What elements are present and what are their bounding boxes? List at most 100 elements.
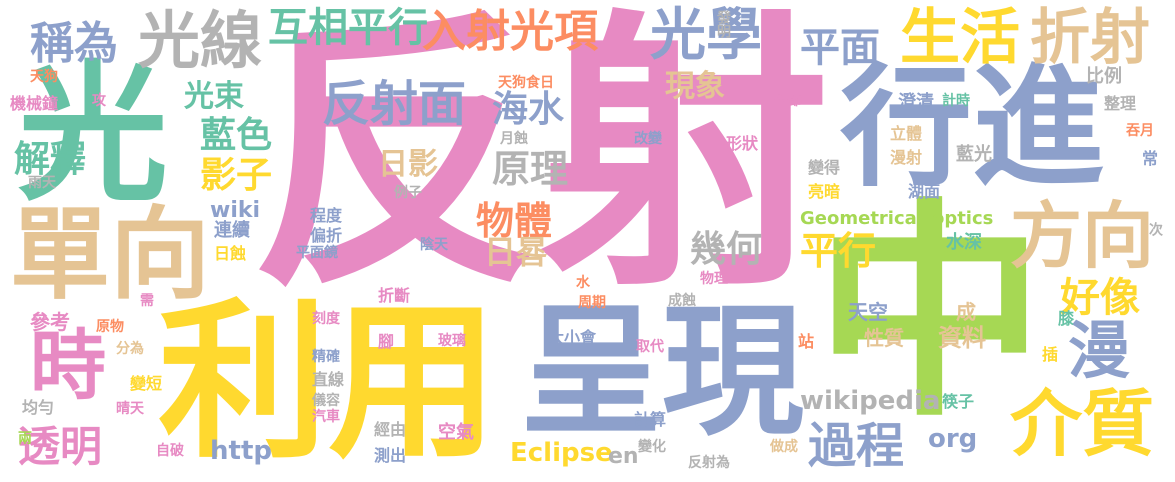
word-xi: 膝 xyxy=(1055,310,1074,326)
word-wuli: 物理 xyxy=(700,271,728,287)
word-chengdu: 程度 xyxy=(310,206,343,225)
word-tiangoushiri: 天狗食日 xyxy=(498,75,554,91)
word-qudai: 取代 xyxy=(636,339,664,355)
word-jingque: 精確 xyxy=(312,349,340,365)
word-tiankong: 天空 xyxy=(848,300,888,324)
word-languang: 藍光 xyxy=(956,144,992,165)
word-org: org xyxy=(928,424,978,454)
word-humian: 湖面 xyxy=(908,182,941,201)
word-pianzhe: 偏折 xyxy=(310,226,343,245)
word-cha: 插 xyxy=(1039,346,1058,362)
word-http: http xyxy=(210,436,272,466)
word-guangshu: 光束 xyxy=(184,79,244,114)
word-lianxu: 連續 xyxy=(214,220,250,241)
word-ci: 次 xyxy=(1147,222,1163,236)
word-zheshe: 折射 xyxy=(1030,3,1150,73)
word-yintian: 陰天 xyxy=(420,237,448,253)
word-jisuan: 計算 xyxy=(634,410,667,429)
word-rusheguangxiang: 入射光項 xyxy=(422,6,598,57)
word-chengxian: 呈現 xyxy=(520,290,804,455)
word-zhouqi: 周期 xyxy=(578,295,606,311)
word-jihe: 幾何 xyxy=(690,229,763,270)
word-chengshi: 成蝕 xyxy=(668,293,696,309)
word-riying: 日影 xyxy=(378,147,438,182)
word-xingzhuang: 形狀 xyxy=(726,134,759,153)
word-ziliao: 資料 xyxy=(938,324,986,352)
word-guangxian: 光線 xyxy=(138,4,263,77)
word-zhixian: 直線 xyxy=(312,370,345,389)
word-liangan: 亮暗 xyxy=(808,182,841,201)
word-haoxiang: 好像 xyxy=(1060,275,1140,321)
word-jixiezhong: 機械鐘 xyxy=(10,94,59,113)
word-fangxiang: 方向 xyxy=(1010,194,1155,278)
word-jieshi: 解釋 xyxy=(14,139,87,180)
word-fanshe: 反射 xyxy=(250,0,830,325)
word-boli: 玻璃 xyxy=(438,333,466,349)
word-kedu: 刻度 xyxy=(312,311,340,327)
word-man: 漫 xyxy=(1068,314,1131,387)
word-chengwei: 稱為 xyxy=(30,18,118,69)
word-pingmian: 平面 xyxy=(800,25,880,71)
word-touming: 透明 xyxy=(18,422,103,471)
word-tiangou: 天狗 xyxy=(30,69,58,85)
word-liti: 立體 xyxy=(890,124,923,143)
word-junyun: 均勻 xyxy=(22,398,55,417)
word-zipo: 自破 xyxy=(156,443,184,459)
word-bili: 比例 xyxy=(1086,66,1122,87)
word-zheduan: 折斷 xyxy=(378,286,411,305)
word-huxiangpingxing: 互相平行 xyxy=(268,5,428,51)
word-danxiang: 單向 xyxy=(10,196,210,313)
word-shi: 時 xyxy=(30,321,106,410)
word-yueshi: 月蝕 xyxy=(500,131,528,147)
word-bianduan: 變短 xyxy=(130,374,163,393)
word-guang: 光 xyxy=(18,48,169,222)
word-yuanwu: 原物 xyxy=(96,319,124,335)
word-jishi: 計時 xyxy=(942,93,970,109)
word-wiki: wiki xyxy=(210,198,261,223)
word-fenwei: 分為 xyxy=(116,341,144,357)
word-shui: 水 xyxy=(576,275,590,291)
word-yirong: 儀容 xyxy=(312,393,340,409)
word-yutian: 雨天 xyxy=(28,175,56,191)
word-chengqing: 澄清 xyxy=(898,92,934,113)
word-fanshewei: 反射為 xyxy=(688,455,730,471)
word-lanse: 藍色 xyxy=(200,115,273,156)
word-gaibian: 改變 xyxy=(634,131,662,147)
word-cheng: 成 xyxy=(956,300,976,324)
word-wikipedia: wikipedia xyxy=(800,386,941,416)
word-jingyou: 經由 xyxy=(374,420,407,439)
word-gong: 攻 xyxy=(92,93,106,109)
word-mangshe: 漫射 xyxy=(890,148,923,167)
word-bianhua: 變化 xyxy=(638,439,666,455)
word-fanshemian: 反射面 xyxy=(322,76,467,132)
word-liang: 兩 xyxy=(18,431,32,447)
word-jijie: 季節 xyxy=(774,93,802,109)
word-kuaizi: 筷子 xyxy=(942,392,975,411)
word-wuti: 物體 xyxy=(476,199,553,243)
word-biande: 變得 xyxy=(808,158,841,177)
word-qiche: 汽車 xyxy=(312,409,340,425)
word-zhong: 中 xyxy=(815,181,1046,448)
word-shuishen: 水深 xyxy=(946,232,982,253)
word-xianxiang: 現象 xyxy=(665,69,725,104)
word-guangxue: 光學 xyxy=(650,3,762,68)
word-guocheng: 過程 xyxy=(808,418,905,474)
word-liyong: 利用 xyxy=(158,284,499,482)
word-xingzhi: 性質 xyxy=(864,326,904,350)
word-chang: 常 xyxy=(1139,150,1158,166)
word-faming: 發明 xyxy=(715,10,731,38)
word-en: en xyxy=(608,444,639,469)
word-zuocheng: 做成 xyxy=(770,439,798,455)
word-rigui: 日晷 xyxy=(484,233,549,271)
word-kongqi: 空氣 xyxy=(438,422,474,443)
word-daxiaohui: 大小會 xyxy=(548,328,597,347)
word-haishui: 海水 xyxy=(492,89,565,130)
word-qingtian: 晴天 xyxy=(116,401,144,417)
word-eclipse: Eclipse xyxy=(510,438,613,468)
word-geometrical-optics: Geometrical_optics xyxy=(800,208,994,229)
word-pingxing: 平行 xyxy=(800,229,877,273)
word-yuanli: 原理 xyxy=(492,147,569,191)
word-xu: 需 xyxy=(140,293,154,309)
word-yingzi: 影子 xyxy=(200,155,273,196)
